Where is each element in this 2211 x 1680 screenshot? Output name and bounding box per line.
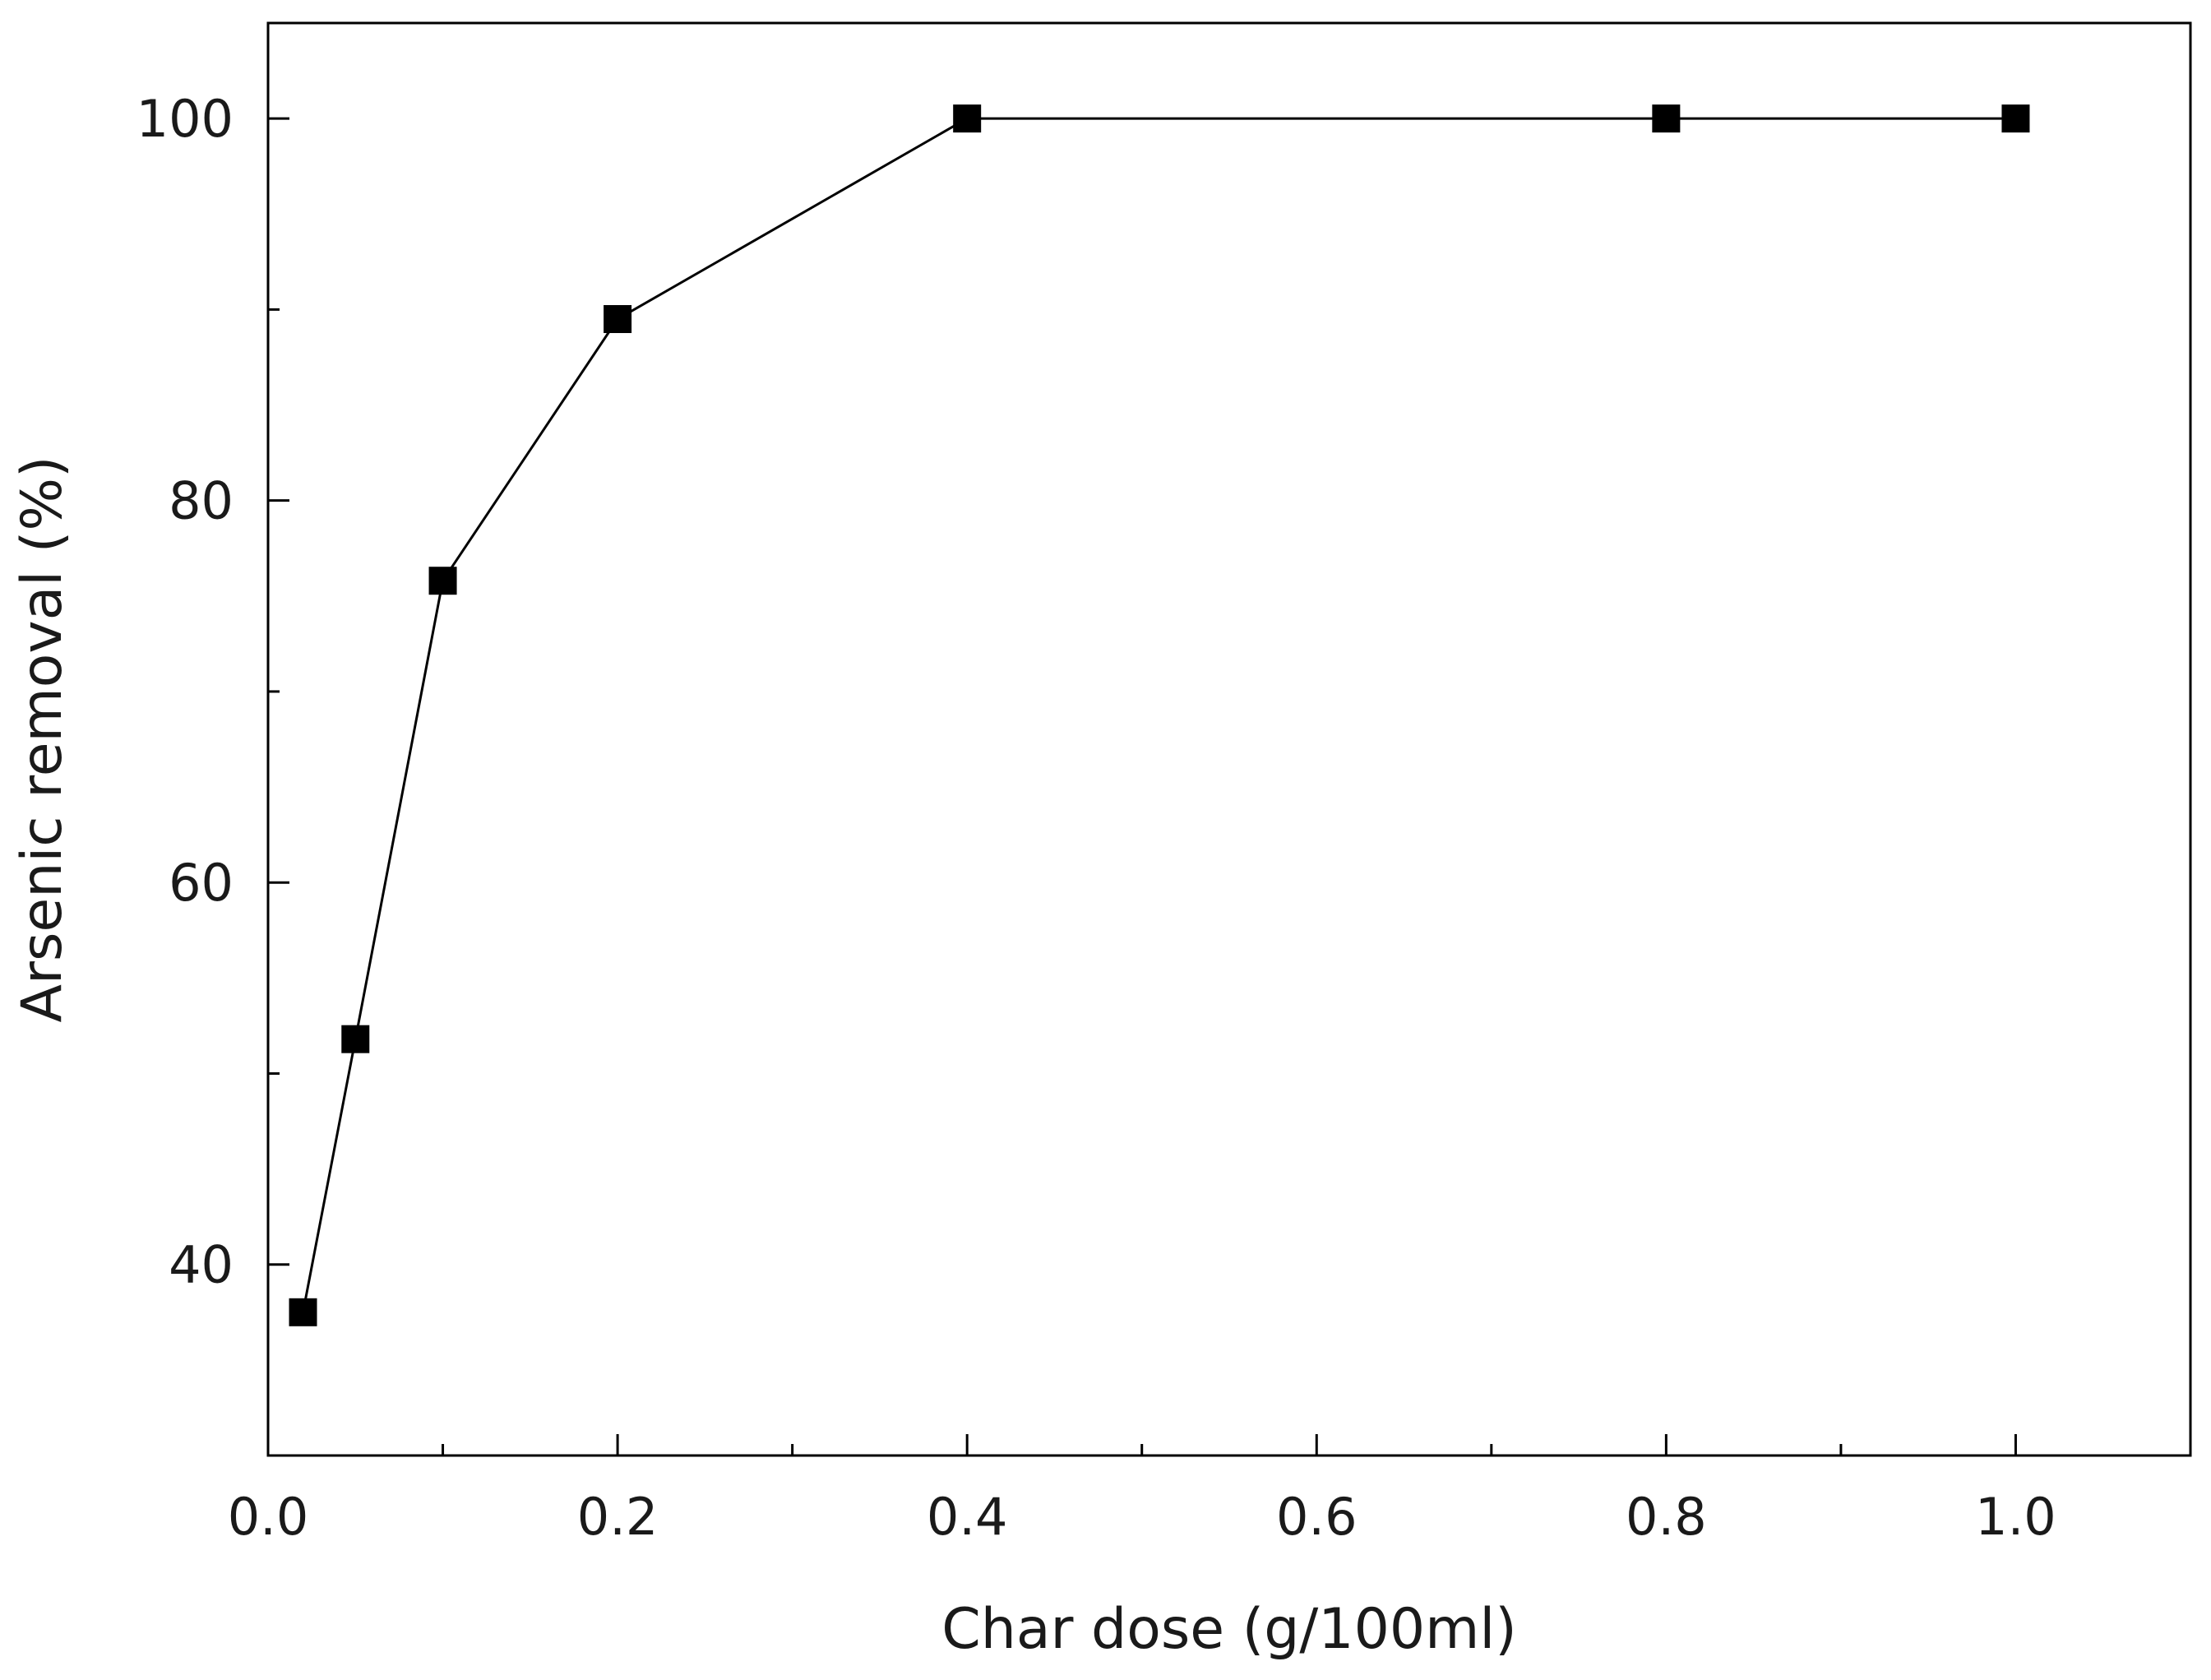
data-point-marker (428, 567, 457, 595)
y-tick-label: 60 (169, 853, 234, 913)
data-point-marker (604, 305, 632, 334)
x-tick-label: 0.0 (228, 1487, 309, 1547)
x-tick-label: 0.2 (577, 1487, 659, 1547)
tick-labels: 0.0 0.2 0.4 0.6 0.8 1.0 40 60 80 100 (136, 89, 2056, 1547)
x-tick-label: 1.0 (1975, 1487, 2056, 1547)
series-line (302, 117, 2016, 1313)
x-axis-title: Char dose (g/100ml) (941, 1597, 1517, 1662)
plot-area-frame (266, 21, 2192, 1457)
x-tick-label: 0.8 (1626, 1487, 1707, 1547)
y-tick-label: 80 (169, 471, 234, 531)
series-layer (289, 104, 2030, 1326)
data-point-marker (953, 104, 982, 133)
tick-marks (266, 117, 2017, 1456)
y-tick-label: 100 (136, 89, 234, 149)
x-tick-label: 0.4 (927, 1487, 1008, 1547)
data-point-marker (289, 1298, 317, 1326)
data-point-marker (2001, 104, 2030, 133)
y-tick-label: 40 (169, 1235, 234, 1295)
x-tick-label: 0.6 (1276, 1487, 1358, 1547)
y-axis-title: Arsenic removal (%) (10, 456, 75, 1023)
data-point-marker (341, 1025, 370, 1053)
data-point-marker (1652, 104, 1681, 133)
